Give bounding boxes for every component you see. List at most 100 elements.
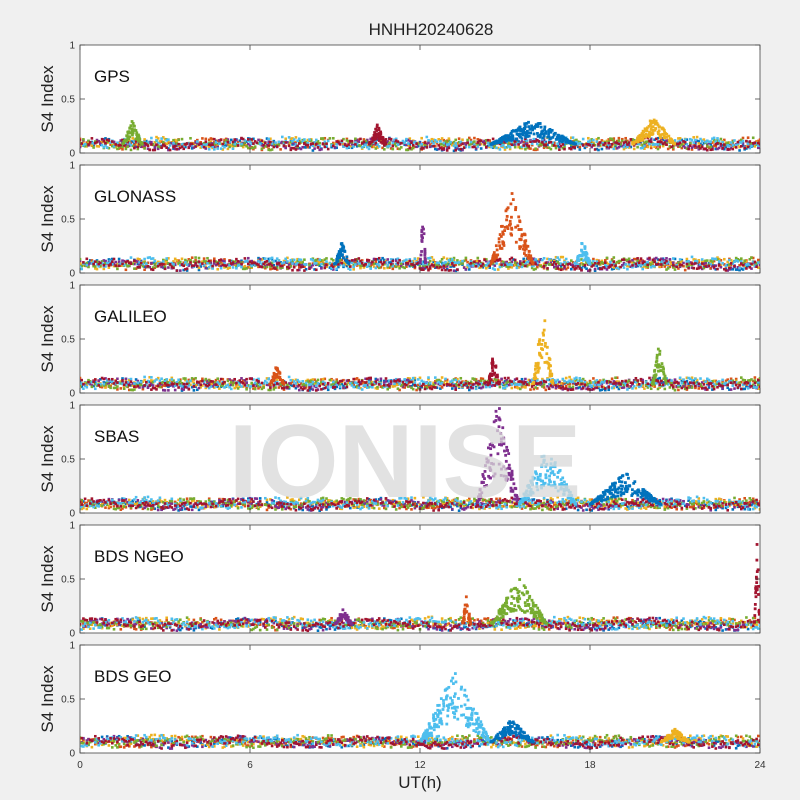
data-point bbox=[513, 385, 517, 389]
data-point bbox=[493, 256, 497, 260]
data-point bbox=[663, 261, 667, 265]
data-point bbox=[104, 141, 107, 145]
data-point bbox=[134, 259, 138, 263]
data-point bbox=[187, 146, 191, 150]
data-point bbox=[420, 262, 423, 266]
data-point bbox=[517, 215, 521, 219]
data-point bbox=[175, 147, 179, 151]
data-point bbox=[711, 388, 714, 391]
data-point bbox=[507, 263, 510, 266]
data-point bbox=[561, 146, 565, 150]
data-point bbox=[104, 386, 107, 389]
data-point bbox=[289, 263, 293, 266]
data-point bbox=[135, 133, 139, 136]
data-point bbox=[401, 265, 405, 269]
data-point bbox=[488, 266, 491, 269]
data-point bbox=[352, 259, 355, 262]
data-point bbox=[333, 142, 337, 146]
data-point bbox=[670, 261, 673, 264]
data-point bbox=[194, 263, 197, 267]
data-point bbox=[505, 261, 508, 264]
data-point bbox=[748, 383, 752, 386]
data-point bbox=[211, 267, 214, 270]
data-point bbox=[644, 129, 648, 132]
data-point bbox=[372, 265, 376, 268]
data-point bbox=[411, 139, 415, 143]
data-point bbox=[700, 262, 704, 265]
data-point bbox=[757, 141, 760, 145]
data-point bbox=[357, 257, 361, 260]
data-point bbox=[508, 383, 512, 386]
data-point bbox=[223, 260, 226, 263]
data-point bbox=[476, 138, 480, 141]
y-tick-label: 0.5 bbox=[61, 215, 75, 226]
data-point bbox=[172, 260, 175, 263]
data-point bbox=[226, 378, 230, 381]
data-point bbox=[281, 266, 284, 269]
data-point bbox=[556, 135, 560, 139]
data-point bbox=[250, 142, 253, 146]
data-point bbox=[731, 140, 735, 143]
data-point bbox=[758, 146, 760, 149]
data-point bbox=[697, 140, 701, 143]
data-point bbox=[740, 262, 743, 265]
data-point bbox=[211, 143, 214, 146]
data-point bbox=[495, 248, 499, 252]
data-point bbox=[476, 264, 480, 268]
data-point bbox=[114, 260, 117, 264]
data-point bbox=[299, 140, 303, 144]
data-point bbox=[396, 264, 400, 268]
data-point bbox=[394, 137, 398, 141]
data-point bbox=[468, 268, 471, 271]
data-point bbox=[525, 146, 529, 149]
data-point bbox=[275, 262, 279, 266]
data-point bbox=[80, 259, 82, 263]
data-point bbox=[469, 265, 473, 268]
data-point bbox=[80, 262, 82, 265]
data-point bbox=[211, 383, 214, 387]
data-point bbox=[665, 268, 668, 271]
data-point bbox=[202, 257, 206, 260]
data-point bbox=[355, 377, 359, 380]
data-point bbox=[552, 132, 556, 136]
data-point bbox=[665, 143, 668, 146]
data-point bbox=[403, 141, 406, 144]
data-point bbox=[439, 387, 442, 390]
data-point bbox=[515, 264, 519, 267]
data-point bbox=[434, 138, 437, 142]
data-point bbox=[507, 267, 510, 270]
data-point bbox=[138, 258, 141, 261]
data-point bbox=[241, 141, 245, 145]
data-point bbox=[740, 257, 743, 260]
data-point bbox=[634, 264, 638, 268]
data-point bbox=[213, 141, 216, 144]
data-point bbox=[420, 266, 423, 270]
data-point bbox=[612, 147, 616, 151]
data-point bbox=[413, 257, 417, 261]
data-point bbox=[131, 144, 134, 148]
data-point bbox=[427, 256, 430, 260]
data-point bbox=[303, 138, 306, 141]
data-point bbox=[396, 261, 400, 265]
data-point bbox=[332, 136, 335, 140]
data-point bbox=[593, 143, 597, 147]
data-point bbox=[173, 140, 177, 144]
data-point bbox=[136, 145, 140, 149]
data-point bbox=[354, 143, 357, 146]
data-point bbox=[512, 139, 515, 142]
data-point bbox=[265, 265, 269, 269]
data-point bbox=[156, 141, 160, 145]
data-point bbox=[364, 141, 367, 144]
data-point bbox=[128, 264, 131, 267]
data-point bbox=[685, 147, 689, 150]
data-point bbox=[243, 264, 247, 268]
data-point bbox=[325, 257, 328, 260]
data-point bbox=[133, 124, 136, 128]
data-point bbox=[207, 138, 211, 142]
data-point bbox=[745, 147, 748, 150]
data-point bbox=[201, 143, 204, 146]
data-point bbox=[316, 263, 320, 266]
data-point bbox=[553, 383, 556, 387]
data-point bbox=[298, 263, 301, 267]
data-point bbox=[580, 142, 583, 146]
